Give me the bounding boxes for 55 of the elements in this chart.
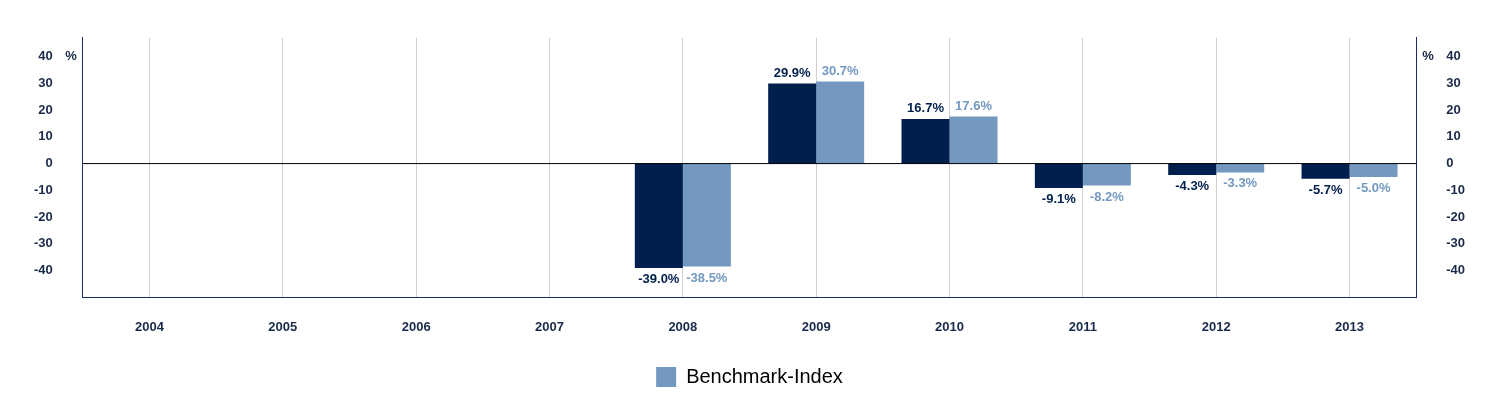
x-tick-label: 2005 [268,318,298,334]
y2-tick-label: 0 [1446,155,1454,171]
y2-axis-title: % [1422,48,1435,64]
data-label: -9.1% [1041,191,1077,207]
x-tick-label: 2004 [135,318,165,334]
data-label: -3.3% [1223,175,1258,191]
y2-tick-label: -10 [1446,181,1466,197]
y-tick-label: -30 [33,235,53,251]
bar [949,116,998,164]
y-axis-title: % [65,48,78,64]
y2-tick-label: 10 [1446,128,1461,144]
bar [901,118,950,164]
y-tick-label: 0 [45,155,53,171]
x-tick-label: 2012 [1201,318,1231,334]
data-label: 17.6% [955,97,993,113]
bar [816,81,865,164]
bar [1301,163,1350,179]
data-label: 29.9% [773,64,812,80]
data-label: 16.7% [907,99,945,115]
bar [682,163,731,267]
x-tick-label: 2008 [668,318,698,334]
bar [1034,163,1083,188]
data-label: -38.5% [686,269,728,285]
bar [634,163,683,268]
y-tick-label: -10 [33,181,53,197]
y2-tick-label: 40 [1446,48,1461,64]
data-label: -5.0% [1356,180,1391,196]
y-tick-label: 20 [38,101,53,117]
y-tick-label: -40 [33,262,53,278]
y-tick-label: 10 [38,128,53,144]
x-tick-label: 2009 [801,318,831,334]
bar [1082,163,1131,186]
y2-tick-label: -20 [1446,208,1466,224]
data-label: -4.3% [1175,178,1210,194]
legend-label: Benchmark-Index [686,364,843,387]
bar [1349,163,1398,177]
y2-tick-label: -30 [1446,235,1466,251]
x-tick-label: 2013 [1335,318,1364,334]
y2-tick-label: 30 [1446,74,1461,90]
data-label: 30.7% [821,62,860,78]
x-tick-label: 2007 [535,318,564,334]
data-label: -39.0% [638,271,680,287]
y-tick-label: -20 [33,208,53,224]
y-tick-label: 40 [38,48,53,64]
data-label: -8.2% [1089,188,1125,204]
x-tick-label: 2011 [1068,318,1097,334]
bar [1168,163,1217,176]
x-tick-label: 2006 [401,318,431,334]
x-tick-label: 2010 [935,318,964,334]
y2-tick-label: 20 [1446,101,1461,117]
bar [768,83,817,164]
bar [1216,163,1265,173]
y2-tick-label: -40 [1446,262,1466,278]
data-label: -5.7% [1308,181,1343,197]
y-tick-label: 30 [38,74,53,90]
